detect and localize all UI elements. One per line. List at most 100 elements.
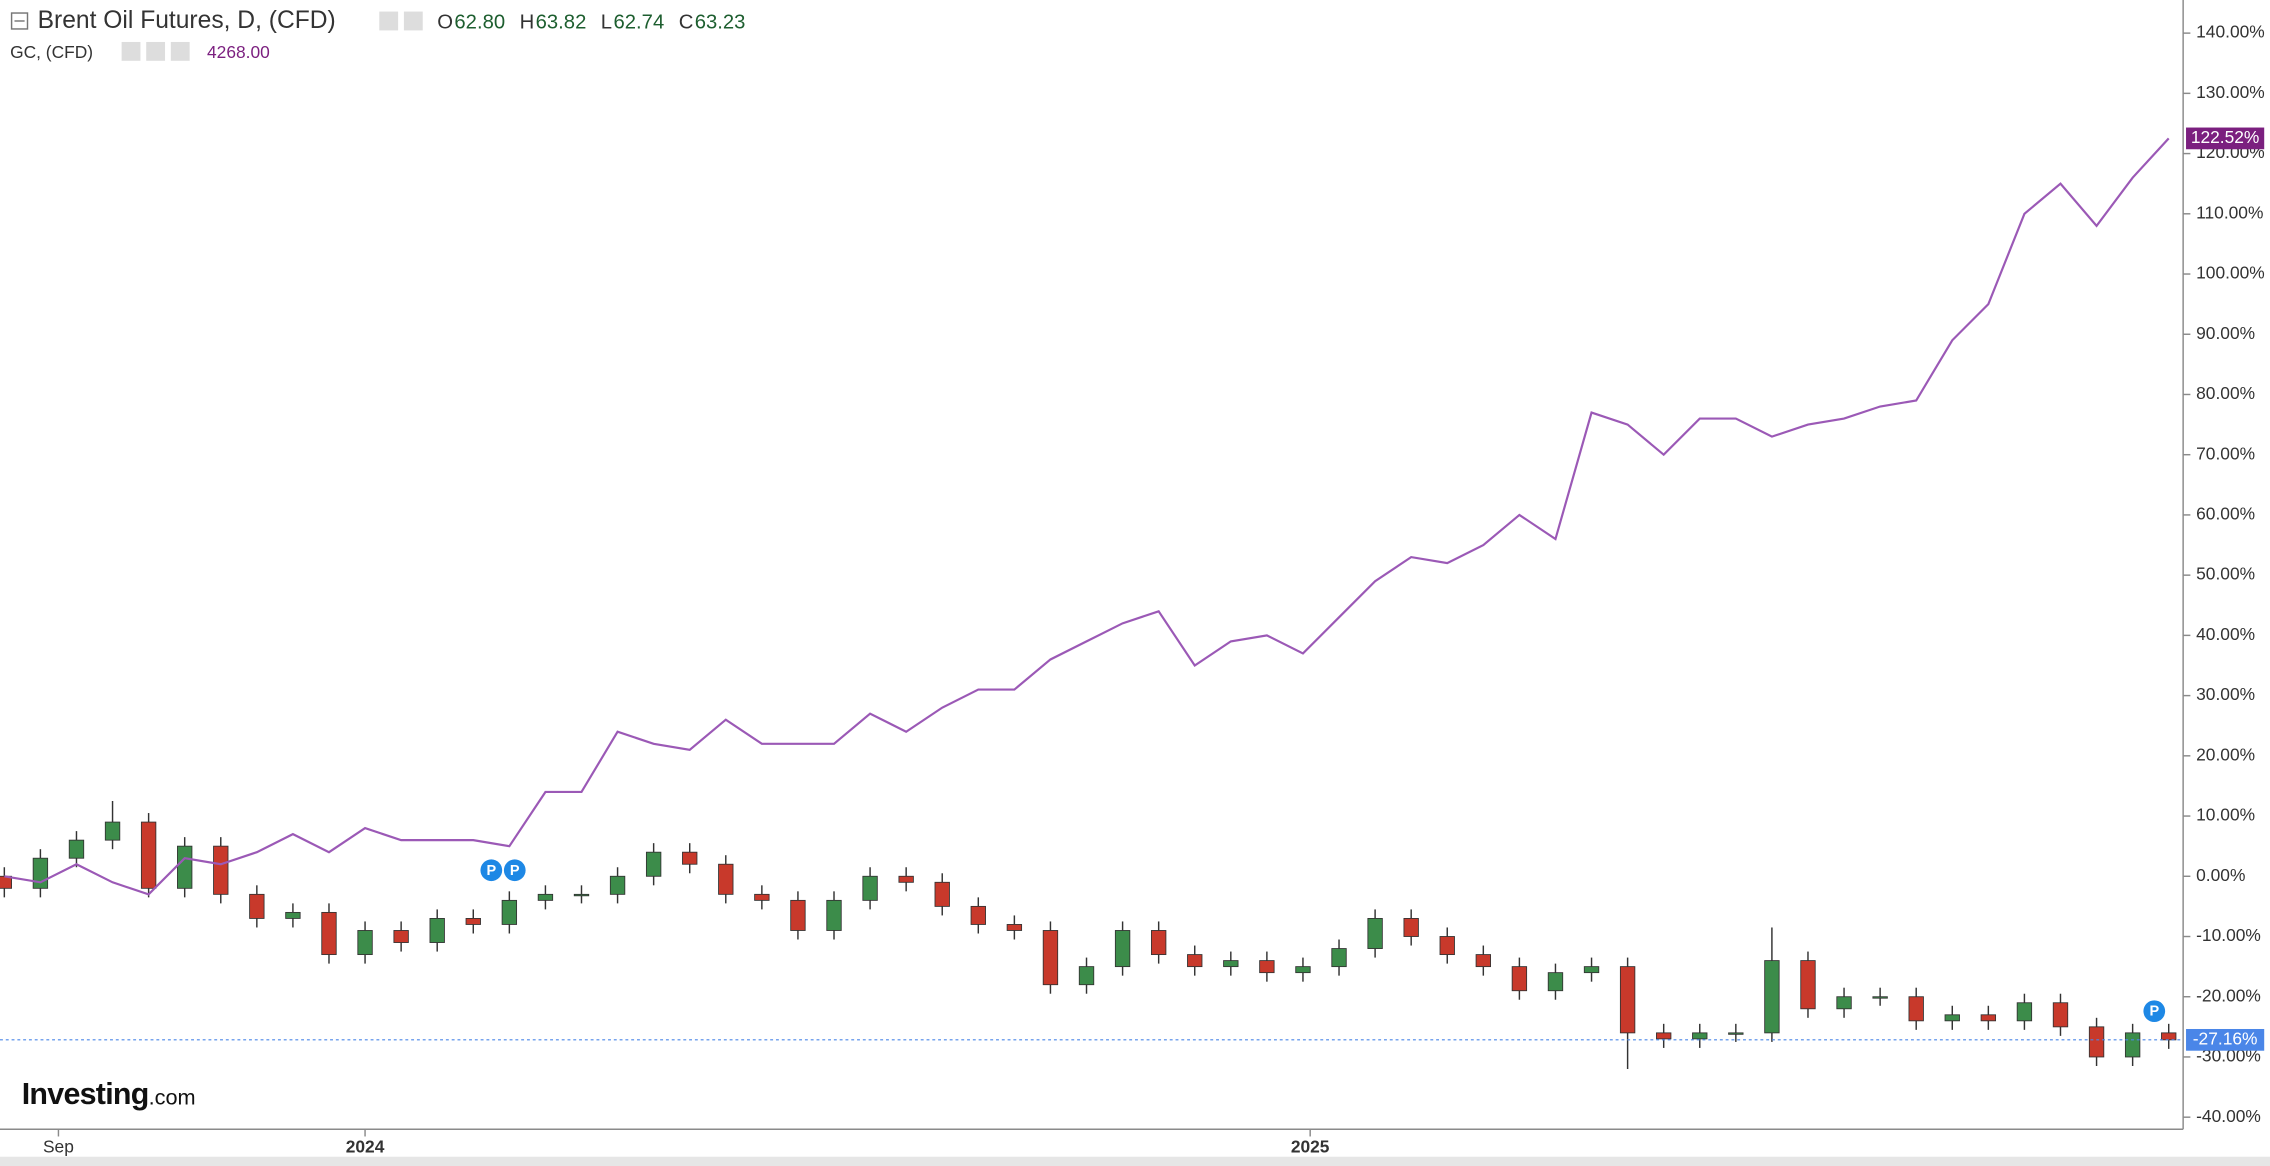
candle-body [682, 851, 698, 865]
readout-value: 63.82 [536, 12, 587, 34]
candle-body [1475, 954, 1491, 968]
y-tick-label: 30.00% [2196, 684, 2255, 704]
candle-body [573, 893, 590, 897]
candle-body [1836, 996, 1852, 1010]
y-tick-label: 50.00% [2196, 564, 2255, 584]
close-icon[interactable] [170, 41, 190, 61]
readout-value: 4268.00 [207, 42, 270, 62]
candle-body [718, 863, 734, 895]
x-tick-label: Sep [43, 1137, 74, 1157]
candle-body [754, 893, 770, 901]
candle-body [1800, 960, 1816, 1010]
y-tick-label: 100.00% [2196, 263, 2265, 283]
candle-body [429, 918, 445, 943]
readout-key: L [601, 12, 612, 34]
candle-body [1042, 930, 1059, 986]
candle-body [1259, 960, 1275, 974]
candle-body [790, 899, 806, 931]
candle-body [1619, 966, 1636, 1034]
event-label: P [2149, 1004, 2159, 1020]
event-marker [480, 859, 503, 882]
candle-body [104, 821, 121, 841]
settings-icon[interactable] [403, 11, 423, 31]
y-tick-label: 0.00% [2196, 865, 2245, 885]
candle-body [1547, 972, 1564, 992]
candle-body [501, 899, 518, 925]
x-tick-label: 2024 [346, 1137, 385, 1157]
candle-body [2088, 1026, 2105, 1058]
candle-body [898, 875, 914, 883]
last-price-label: 122.52% [2191, 127, 2260, 147]
candle-body [645, 851, 662, 877]
candle-body [1656, 1032, 1672, 1040]
candle-body [1006, 924, 1023, 931]
candle-body [1331, 948, 1347, 968]
event-label: P [486, 863, 496, 879]
candle-body [213, 845, 229, 895]
event-marker [503, 859, 526, 882]
event-marker [2143, 1000, 2166, 1023]
candle-body [826, 899, 842, 931]
candle-body [609, 875, 626, 895]
y-tick-label: -20.00% [2196, 985, 2261, 1005]
event-label: P [510, 863, 520, 879]
readout-value: 63.23 [695, 12, 746, 34]
candle-body [1403, 918, 1419, 937]
bottom-strip [0, 1156, 2270, 1166]
candle-body [1980, 1014, 1997, 1022]
candle-body [140, 821, 157, 889]
eye-icon[interactable] [379, 11, 399, 31]
candle-body [1150, 930, 1167, 956]
settings-icon[interactable] [146, 41, 166, 61]
candle-body [1583, 966, 1600, 974]
y-tick-label: 90.00% [2196, 323, 2255, 343]
series-title: GC, (CFD) [10, 42, 93, 62]
candle-body [1439, 936, 1455, 956]
candle-body [2161, 1032, 2177, 1041]
y-tick-label: 70.00% [2196, 443, 2255, 463]
candle-body [1114, 930, 1131, 968]
readout-key: C [679, 12, 694, 34]
candle-body [2052, 1002, 2069, 1028]
x-tick-label: 2025 [1291, 1137, 1330, 1157]
candle-body [177, 845, 193, 889]
eye-icon[interactable] [121, 41, 141, 61]
candle-body [1872, 996, 1888, 999]
candle-body [68, 839, 85, 859]
candle-body [1078, 966, 1095, 986]
candle-body [2124, 1032, 2141, 1058]
collapse-icon[interactable] [10, 12, 29, 30]
candle-body [970, 905, 986, 925]
candle-body [1908, 996, 1924, 1022]
last-price-label: -27.16% [2193, 1028, 2258, 1048]
candle-body [1764, 960, 1780, 1034]
y-tick-label: 60.00% [2196, 504, 2255, 524]
y-tick-label: -40.00% [2196, 1106, 2261, 1126]
series-title: Brent Oil Futures, D, (CFD) [38, 7, 336, 34]
candle-body [393, 930, 409, 943]
y-tick-label: 40.00% [2196, 624, 2255, 644]
logo-brand: Investing [22, 1077, 149, 1111]
readout-value: 62.74 [614, 12, 665, 34]
candle-body [862, 875, 878, 901]
readout-key: H [520, 12, 535, 34]
candle-body [1367, 918, 1383, 949]
candles [0, 800, 2177, 1070]
logo-suffix: .com [149, 1085, 196, 1110]
readout-value: 62.80 [454, 12, 505, 34]
candle-body [1295, 966, 1311, 974]
candle-body [537, 893, 554, 901]
last-price-badge [2186, 1028, 2265, 1051]
candle-body [465, 918, 481, 925]
candle-body [1187, 954, 1203, 968]
candle-body [285, 911, 301, 919]
price-line [4, 137, 2170, 896]
candle-body [1944, 1014, 1960, 1022]
candle-body [321, 911, 337, 956]
readout-key: O [437, 12, 453, 34]
candle-body [1511, 966, 1528, 992]
y-tick-label: 80.00% [2196, 383, 2255, 403]
